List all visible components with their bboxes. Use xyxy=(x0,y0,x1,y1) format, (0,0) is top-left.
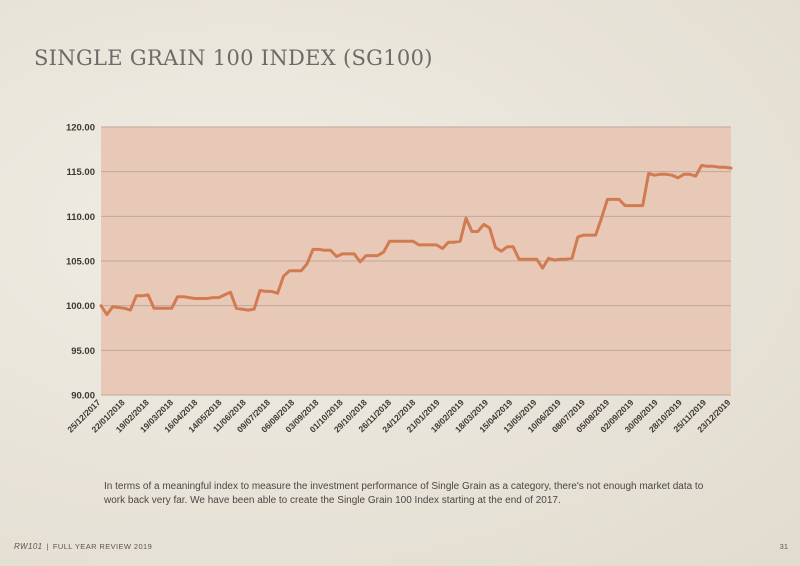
y-tick-label: 115.00 xyxy=(66,167,95,178)
y-tick-label: 90.00 xyxy=(71,391,95,402)
grid-lines xyxy=(101,126,731,396)
page-title: SINGLE GRAIN 100 INDEX (SG100) xyxy=(34,46,433,70)
y-tick-label: 110.00 xyxy=(66,212,95,223)
footer-brand: RW101 xyxy=(14,542,43,551)
y-tick-label: 120.00 xyxy=(66,123,95,134)
line-chart: 90.00 95.00 100.00 105.00 110.00 115.00 120.00… xyxy=(65,123,733,435)
footer: RW101 | FULL YEAR REVIEW 2019 xyxy=(14,542,152,551)
series-line xyxy=(99,163,733,317)
chart-caption: In terms of a meaningful index to measur… xyxy=(104,481,704,506)
footer-separator: | xyxy=(46,542,49,551)
x-axis-ticks: 25/12/201722/01/201819/02/201819/03/2018… xyxy=(65,397,732,434)
y-tick-label: 95.00 xyxy=(71,346,95,357)
y-tick-label: 100.00 xyxy=(66,301,95,312)
y-axis-ticks: 90.00 95.00 100.00 105.00 110.00 115.00 120.00 xyxy=(66,123,95,402)
y-tick-label: 105.00 xyxy=(66,257,95,268)
footer-text: FULL YEAR REVIEW 2019 xyxy=(52,542,153,551)
page-number: 31 xyxy=(779,542,788,551)
